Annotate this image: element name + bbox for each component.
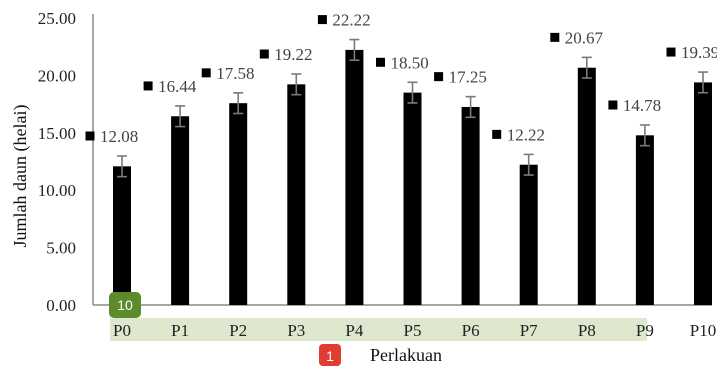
x-tick-label-p6: P6: [462, 321, 480, 340]
annotation-marker-bottom-box: [319, 344, 341, 366]
y-tick-label: 10.00: [38, 181, 76, 200]
annotation-marker-top[interactable]: 10: [109, 292, 141, 318]
x-tick-label-p7: P7: [520, 321, 538, 340]
bar-p4: [345, 49, 364, 305]
data-label-marker: [317, 15, 327, 25]
bar-p8: [577, 67, 596, 305]
bars-layer: [113, 38, 712, 306]
data-label-marker: [85, 131, 95, 141]
data-label-marker: [666, 47, 676, 57]
y-tick-label: 5.00: [46, 239, 76, 258]
annotation-marker-bottom-label: 1: [326, 348, 334, 364]
data-label-marker: [376, 57, 385, 67]
x-axis-title: Perlakuan: [370, 345, 442, 365]
bar-p1: [171, 116, 190, 305]
x-tick-label-p8: P8: [578, 321, 596, 340]
bar-p3: [287, 84, 306, 305]
error-bar-p7: [523, 153, 534, 176]
x-tick-label-p9: P9: [636, 321, 654, 340]
error-bar-p6: [465, 95, 476, 119]
bar-p2: [229, 103, 248, 305]
annotation-marker-bottom[interactable]: 1: [319, 344, 341, 366]
y-tick-label: 20.00: [38, 66, 76, 85]
error-bar-p2: [233, 92, 244, 115]
axes-layer: [92, 14, 712, 306]
bar-p7: [519, 164, 538, 305]
x-tick-label-p5: P5: [404, 321, 422, 340]
y-tick-label: 0.00: [46, 296, 76, 315]
x-tick-label-p10: P10: [690, 321, 716, 340]
data-label-p5: 18.50: [391, 53, 429, 72]
error-bar-p1: [175, 105, 186, 128]
error-bar-p0: [117, 155, 127, 178]
data-label-p4: 22.22: [332, 11, 370, 30]
data-label-p9: 14.78: [623, 96, 661, 115]
y-tick-label: 15.00: [38, 124, 76, 143]
bar-p10: [694, 82, 712, 305]
x-tick-label-p1: P1: [171, 321, 189, 340]
data-label-marker: [201, 68, 211, 78]
data-label-marker: [259, 49, 269, 59]
data-label-p0: 12.08: [100, 127, 138, 146]
bar-p5: [403, 92, 422, 306]
error-bar-p5: [407, 81, 418, 104]
annotation-marker-top-label: 10: [117, 297, 133, 313]
data-label-p8: 20.67: [565, 28, 604, 47]
data-label-marker: [550, 32, 560, 42]
bar-p0: [113, 166, 131, 305]
y-tick-label: 25.00: [38, 9, 76, 28]
data-label-marker: [143, 81, 153, 91]
x-tick-label-p0: P0: [113, 321, 131, 340]
x-category-highlight-band: [110, 318, 647, 341]
data-labels-layer: 12.08 16.44 17.58 19.22 22.22 18.50 17.25 12.22…: [85, 11, 717, 146]
bar-p9: [635, 135, 654, 305]
data-label-p7: 12.22: [507, 125, 545, 144]
data-label-marker: [608, 100, 618, 110]
annotation-marker-top-box: [109, 292, 141, 318]
data-label-p10: 19.39: [681, 43, 717, 62]
data-label-marker: [434, 72, 444, 82]
data-label-p6: 17.25: [449, 68, 487, 87]
y-axis-title: Jumlah daun (helai): [10, 105, 31, 248]
error-bar-p10: [698, 71, 708, 94]
error-bar-p3: [291, 73, 302, 96]
data-label-p3: 19.22: [274, 45, 312, 64]
error-bar-p8: [581, 56, 592, 79]
error-bar-p9: [639, 124, 650, 147]
x-tick-label-p2: P2: [229, 321, 247, 340]
data-label-marker: [492, 129, 502, 139]
data-label-p1: 16.44: [158, 77, 197, 96]
x-highlight-band-layer: [110, 318, 647, 341]
x-tick-label-p4: P4: [345, 321, 363, 340]
x-tick-label-p3: P3: [287, 321, 305, 340]
data-label-p2: 17.58: [216, 64, 254, 83]
tick-labels-layer: 0.00 5.00 10.00 15.00 20.00 25.00 P0 P1 P2 P3 P4 P5…: [38, 9, 716, 340]
bar-p6: [461, 106, 480, 305]
error-bar-p4: [349, 38, 360, 62]
